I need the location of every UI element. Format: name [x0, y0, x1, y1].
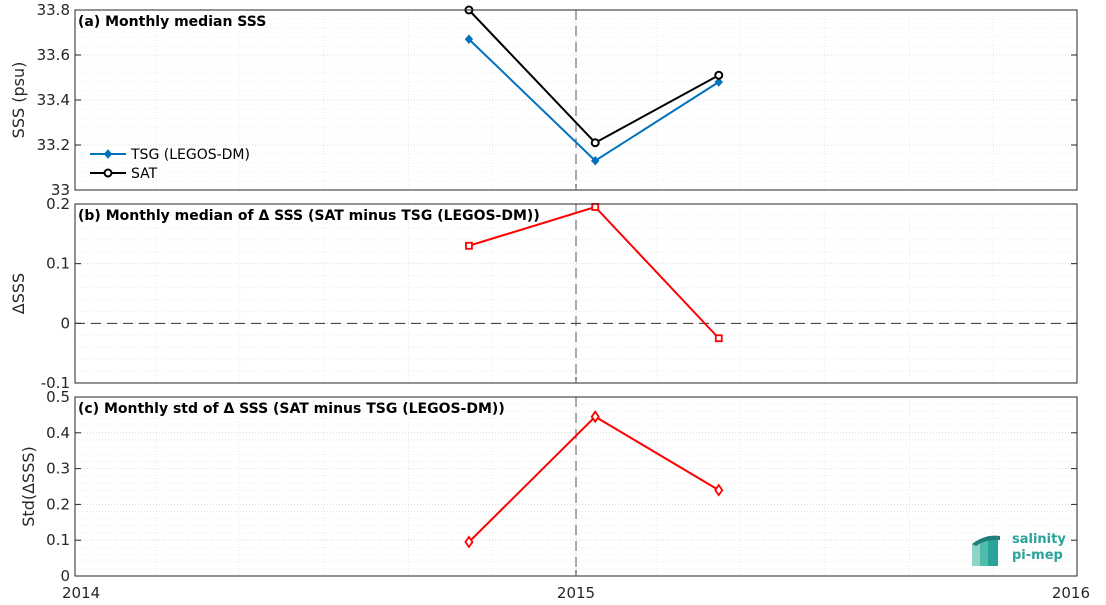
y-tick-label: 0.2 — [46, 195, 70, 213]
data-point — [714, 70, 724, 80]
y-tick-label: -0.1 — [41, 374, 70, 392]
data-point — [714, 77, 723, 87]
y-tick-label: 0.1 — [46, 531, 70, 549]
y-axis-label: ΔSSS — [9, 273, 28, 314]
panel-title: (a) Monthly median SSS — [78, 14, 266, 30]
y-tick-label: 33 — [51, 181, 70, 199]
y-tick-label: 33.2 — [37, 136, 70, 154]
panel-b — [74, 203, 1078, 384]
y-axis-label: SSS (psu) — [9, 62, 28, 139]
data-point — [590, 410, 600, 424]
legend-marker — [103, 168, 113, 178]
y-tick-label: 0 — [60, 314, 70, 332]
data-point — [464, 34, 474, 45]
legend-label: SAT — [131, 166, 158, 182]
y-tick-label: 0.3 — [46, 460, 70, 478]
y-tick-label: 33.6 — [37, 46, 70, 64]
data-point — [591, 155, 600, 166]
y-tick-label: 33.4 — [37, 91, 70, 109]
logo-text: salinity pi-mep — [1012, 532, 1066, 564]
axes-frame — [74, 203, 1078, 384]
x-tick-label: 2015 — [557, 584, 595, 602]
y-tick-label: 0 — [60, 567, 70, 585]
y-axis-label: Std(ΔSSS) — [19, 446, 38, 526]
y-tick-label: 0.4 — [46, 424, 70, 442]
y-tick-label: 0.5 — [46, 388, 70, 406]
panel-title: (c) Monthly std of Δ SSS (SAT minus TSG … — [78, 401, 505, 417]
y-tick-label: 0.1 — [46, 255, 70, 273]
legend-label: TSG (LEGOS-DM) — [130, 147, 250, 163]
axes-frame — [74, 396, 1078, 577]
x-tick-label: 2016 — [1052, 584, 1090, 602]
x-tick-label: 2014 — [62, 584, 100, 602]
data-point — [465, 241, 473, 250]
y-tick-label: 0.2 — [46, 495, 70, 513]
data-point — [464, 535, 474, 549]
legend-marker — [103, 149, 113, 159]
data-point — [590, 138, 600, 148]
salinity-pi-mep-logo: salinity pi-mep — [970, 530, 1082, 572]
logo-line2: pi-mep — [1012, 548, 1063, 563]
logo-icon — [972, 535, 1000, 566]
axes-frame — [74, 9, 1078, 191]
logo-line1: salinity — [1012, 532, 1066, 547]
data-point — [714, 334, 723, 343]
panel-title: (b) Monthly median of Δ SSS (SAT minus T… — [78, 208, 540, 224]
data-point — [714, 483, 724, 497]
panel-c — [74, 396, 1078, 577]
data-point — [591, 203, 600, 211]
y-tick-label: 33.8 — [37, 1, 70, 19]
panel-a — [74, 5, 1078, 191]
